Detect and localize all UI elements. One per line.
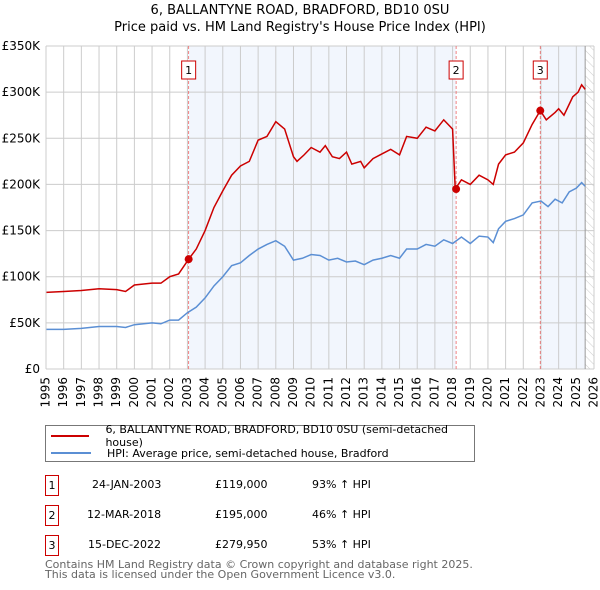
sale-row: 1 24-JAN-2003 £119,000 93% ↑ HPI xyxy=(45,475,445,496)
red-line-swatch xyxy=(51,435,90,437)
x-tick-label: 1999 xyxy=(109,377,123,408)
x-tick-label: 2017 xyxy=(427,377,441,408)
x-tick-label: 1995 xyxy=(39,377,53,408)
x-tick-label: 2026 xyxy=(587,377,600,408)
sale-marker-label: 2 xyxy=(453,64,460,77)
y-tick-label: £100K xyxy=(2,270,42,284)
y-tick-label: £0 xyxy=(25,362,40,376)
legend-item-hpi: HPI: Average price, semi-detached house,… xyxy=(46,445,389,461)
x-tick-label: 2014 xyxy=(374,377,388,408)
x-tick-label: 2004 xyxy=(198,377,212,408)
sale-price: £279,950 xyxy=(215,538,268,551)
sale-hpi-change: 53% ↑ HPI xyxy=(312,538,371,551)
price-chart: 1995 1996 1997 1998 1999 2000 2001 2002 2003 2004… xyxy=(2,39,600,408)
x-tick-label: 2003 xyxy=(180,377,194,408)
sale-date: 15-DEC-2022 xyxy=(88,538,162,551)
x-tick-label: 2016 xyxy=(410,377,424,408)
x-tick-label: 2005 xyxy=(215,377,229,408)
sale-marker-box xyxy=(181,60,197,80)
shaded-period xyxy=(188,46,457,369)
legend-label: HPI: Average price, semi-detached house,… xyxy=(107,446,389,460)
x-tick-label: 2020 xyxy=(480,377,494,408)
y-tick-label: £250K xyxy=(2,131,42,145)
x-tick-label: 2002 xyxy=(162,377,176,408)
blue-line-swatch xyxy=(51,452,91,454)
x-tick-label: 2006 xyxy=(233,377,247,408)
x-tick-label: 2007 xyxy=(251,377,265,408)
footer: Contains HM Land Registry data © Crown c… xyxy=(45,558,473,581)
y-tick-label: £350K xyxy=(2,39,42,53)
y-tick-label: £300K xyxy=(2,85,42,99)
x-tick-label: 2013 xyxy=(357,377,371,408)
sale-hpi-change: 93% ↑ HPI xyxy=(312,478,371,491)
price-paid-line xyxy=(45,83,586,294)
x-tick-label: 2000 xyxy=(127,377,141,408)
copyright-notice: Contains HM Land Registry data © Crown c… xyxy=(45,558,473,571)
x-tick-label: 2010 xyxy=(304,377,318,408)
x-tick-label: 2009 xyxy=(286,377,300,408)
chart-title: 6, BALLANTYNE ROAD, BRADFORD, BD10 0SU xyxy=(150,3,450,18)
sale-point xyxy=(184,255,193,264)
sale-row: 2 12-MAR-2018 £195,000 46% ↑ HPI xyxy=(45,505,445,526)
y-tick-label: £200K xyxy=(2,177,42,191)
x-tick-label: 2024 xyxy=(551,377,565,408)
shaded-period xyxy=(540,46,586,369)
sale-marker-box xyxy=(448,60,464,80)
sale-point xyxy=(536,106,545,115)
sale-marker-label: 1 xyxy=(185,64,192,77)
sale-marker-badge: 2 xyxy=(45,505,59,526)
x-tick-label: 2025 xyxy=(569,377,583,408)
x-tick-label: 1998 xyxy=(92,377,106,408)
legend-item-property: 6, BALLANTYNE ROAD, BRADFORD, BD10 0SU (… xyxy=(46,423,474,449)
y-tick-label: £150K xyxy=(2,224,42,238)
sale-marker-badge: 1 xyxy=(45,475,59,496)
forecast-hatch xyxy=(585,46,594,369)
x-tick-label: 2012 xyxy=(339,377,353,408)
sale-date: 24-JAN-2003 xyxy=(92,478,162,491)
x-tick-label: 2015 xyxy=(392,377,406,408)
y-tick-label: £50K xyxy=(9,316,41,330)
sale-point xyxy=(452,185,461,194)
legend-label: 6, BALLANTYNE ROAD, BRADFORD, BD10 0SU (… xyxy=(105,423,448,449)
sale-row: 3 15-DEC-2022 £279,950 53% ↑ HPI xyxy=(45,535,445,556)
chart-subtitle: Price paid vs. HM Land Registry's House … xyxy=(114,20,486,35)
sale-marker-box xyxy=(532,60,548,80)
x-tick-label: 1997 xyxy=(74,377,88,408)
sale-hpi-change: 46% ↑ HPI xyxy=(312,508,371,521)
sale-price: £195,000 xyxy=(215,508,268,521)
sale-marker-badge: 3 xyxy=(45,535,59,556)
licence-notice: This data is licensed under the Open Gov… xyxy=(45,568,396,581)
x-tick-label: 2022 xyxy=(516,377,530,408)
sale-date: 12-MAR-2018 xyxy=(87,508,162,521)
sale-marker-label: 3 xyxy=(537,64,544,77)
x-tick-label: 2021 xyxy=(498,377,512,408)
x-tick-label: 2001 xyxy=(145,377,159,408)
hpi-line xyxy=(46,181,586,331)
x-tick-label: 2019 xyxy=(463,377,477,408)
x-tick-label: 2011 xyxy=(321,377,335,408)
x-tick-label: 2018 xyxy=(445,377,459,408)
x-tick-label: 1996 xyxy=(56,377,70,408)
legend: 6, BALLANTYNE ROAD, BRADFORD, BD10 0SU (… xyxy=(45,423,475,462)
sale-price: £119,000 xyxy=(215,478,268,491)
x-tick-label: 2023 xyxy=(533,377,547,408)
x-tick-label: 2008 xyxy=(268,377,282,408)
